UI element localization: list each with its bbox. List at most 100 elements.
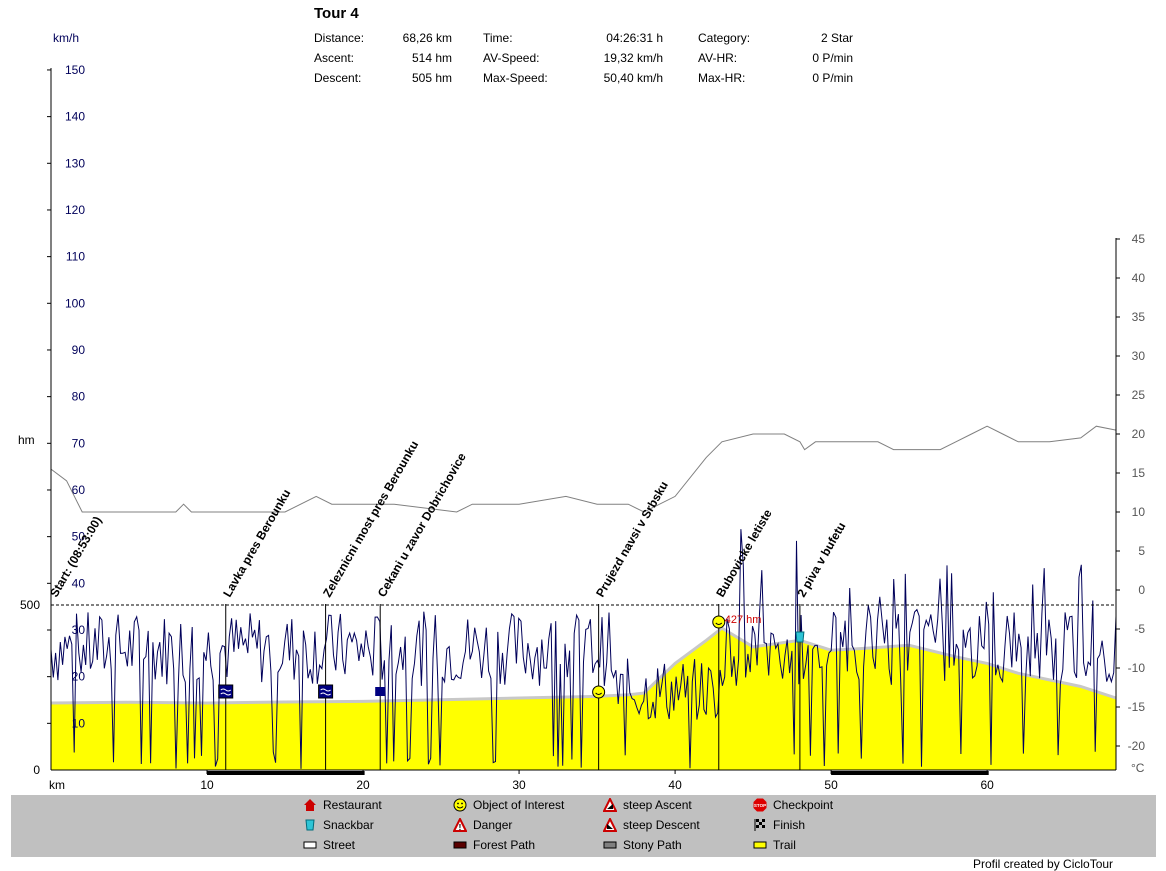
trail-swatch — [753, 838, 767, 852]
stat-value-time: 04:26:31 h — [606, 31, 663, 45]
stat-label-distance: Distance: — [314, 31, 365, 45]
temp-axis-unit: °C — [1131, 761, 1145, 775]
x-tick-label: 60 — [980, 778, 994, 792]
temp-tick-label: 30 — [1132, 349, 1146, 363]
stat-label-av-speed: AV-Speed: — [483, 51, 540, 65]
temp-tick-label: -10 — [1128, 661, 1146, 675]
speed-tick-label: 120 — [65, 203, 85, 217]
stat-value-max-hr: 0 P/min — [812, 71, 853, 85]
crossing-icon — [375, 687, 386, 696]
stat-label-time: Time: — [483, 31, 513, 45]
temp-tick-label: 25 — [1132, 388, 1146, 402]
stony-path-swatch — [603, 838, 617, 852]
temp-tick-label: 0 — [1138, 583, 1145, 597]
temp-tick-label: 40 — [1132, 271, 1146, 285]
smiley-icon-mouth — [715, 622, 723, 625]
temp-tick-label: -20 — [1128, 739, 1146, 753]
smiley-icon — [712, 615, 726, 629]
stat-value-ascent: 514 hm — [411, 51, 452, 65]
temp-tick-label: -5 — [1134, 622, 1145, 636]
stat-value-descent: 505 hm — [411, 71, 452, 85]
speed-tick-label: 40 — [72, 576, 86, 590]
stat-label-category: Category: — [698, 31, 751, 45]
profile-chart: km/h102030405060708090100110120130140150… — [18, 31, 1146, 792]
speed-tick-label: 110 — [66, 250, 85, 264]
temp-tick-label: 35 — [1132, 310, 1146, 324]
stat-value-av-hr: 0 P/min — [812, 51, 853, 65]
stat-value-av-speed: 19,32 km/h — [603, 51, 663, 65]
speed-tick-label: 50 — [72, 530, 86, 544]
legend-label-object-of-interest: Object of Interest — [473, 798, 565, 812]
steep-descent-icon — [603, 818, 617, 832]
legend-item-restaurant: Restaurant — [303, 798, 382, 812]
legend-item-steep-ascent: steep Ascent — [603, 798, 692, 812]
danger-icon: ! — [453, 818, 467, 832]
elevation-tick-label: 500 — [20, 598, 40, 612]
x-tick-label: 50 — [824, 778, 838, 792]
temp-tick-label: -15 — [1128, 700, 1146, 714]
x-tick-label: 20 — [356, 778, 370, 792]
temp-tick-label: 45 — [1132, 232, 1146, 246]
speed-tick-label: 70 — [72, 436, 86, 450]
elevation-area — [51, 629, 1116, 770]
legend-item-object-of-interest: Object of Interest — [453, 798, 564, 812]
legend-item-trail: Trail — [753, 838, 796, 852]
waypoint-label: Lavka pres Berounku — [220, 487, 293, 600]
legend-label-forest-path: Forest Path — [473, 838, 536, 852]
speed-tick-label: 60 — [72, 483, 86, 497]
legend-panel: Restaurant Snackbar Street Object of Int… — [11, 795, 1156, 857]
legend-label-snackbar: Snackbar — [323, 818, 374, 832]
temp-tick-label: 15 — [1132, 466, 1146, 480]
bridge-icon — [318, 684, 334, 699]
svg-text:!: ! — [459, 823, 462, 832]
speed-tick-label: 90 — [72, 343, 86, 357]
legend-item-finish: Finish — [753, 818, 805, 832]
surface-bar-segment — [207, 771, 365, 775]
smiley-icon — [592, 685, 606, 699]
speed-tick-label: 100 — [65, 296, 85, 310]
tour-title: Tour 4 — [314, 5, 359, 22]
legend-item-street: Street — [303, 838, 355, 852]
legend-item-forest-path: Forest Path — [453, 838, 535, 852]
legend-label-checkpoint: Checkpoint — [773, 798, 834, 812]
speed-tick-label: 80 — [72, 390, 86, 404]
stat-value-category: 2 Star — [820, 31, 853, 45]
bridge-icon-waves — [220, 688, 232, 696]
legend-item-danger: ! Danger — [453, 818, 512, 832]
elevation-axis-unit: hm — [18, 433, 35, 447]
x-tick-label: 30 — [512, 778, 526, 792]
legend-label-danger: Danger — [473, 818, 513, 832]
temperature-line — [50, 425, 1117, 513]
temp-tick-label: 20 — [1132, 427, 1146, 441]
legend-item-checkpoint: STOP Checkpoint — [753, 798, 833, 812]
smiley-icon — [453, 798, 467, 812]
snackbar-icon — [303, 818, 317, 832]
legend-item-stony-path: Stony Path — [603, 838, 682, 852]
forest-path-swatch — [453, 838, 467, 852]
waypoint-label: 2 piva v bufetu — [794, 520, 848, 600]
waypoint-label: Zeleznicni most pres Berounku — [320, 438, 421, 599]
legend-label-restaurant: Restaurant — [323, 798, 382, 812]
snackbar-icon — [795, 631, 805, 643]
surface-bar-segment — [831, 771, 989, 775]
temp-tick-label: 10 — [1132, 505, 1146, 519]
stat-label-av-hr: AV-HR: — [698, 51, 738, 65]
svg-text:STOP: STOP — [754, 803, 766, 808]
speed-trace — [50, 529, 1117, 769]
bridge-icon — [218, 684, 234, 699]
smiley-icon-mouth — [595, 692, 602, 695]
stat-value-distance: 68,26 km — [402, 31, 452, 45]
credit-text: Profil created by CicloTour — [973, 857, 1114, 871]
street-swatch — [303, 838, 317, 852]
waypoint-label: Prujezd navsi v Srbsku — [593, 479, 671, 600]
legend-item-steep-descent: steep Descent — [603, 818, 700, 832]
stat-value-max-speed: 50,40 km/h — [603, 71, 663, 85]
temp-tick-label: 5 — [1138, 544, 1145, 558]
speed-tick-label: 10 — [72, 716, 86, 730]
speed-tick-label: 130 — [65, 156, 85, 170]
x-axis-unit: km — [49, 778, 65, 792]
bridge-icon-waves — [320, 688, 331, 696]
max-elevation-label: 427 hm — [725, 614, 762, 626]
legend-label-stony-path: Stony Path — [623, 838, 682, 852]
legend-item-snackbar: Snackbar — [303, 818, 374, 832]
